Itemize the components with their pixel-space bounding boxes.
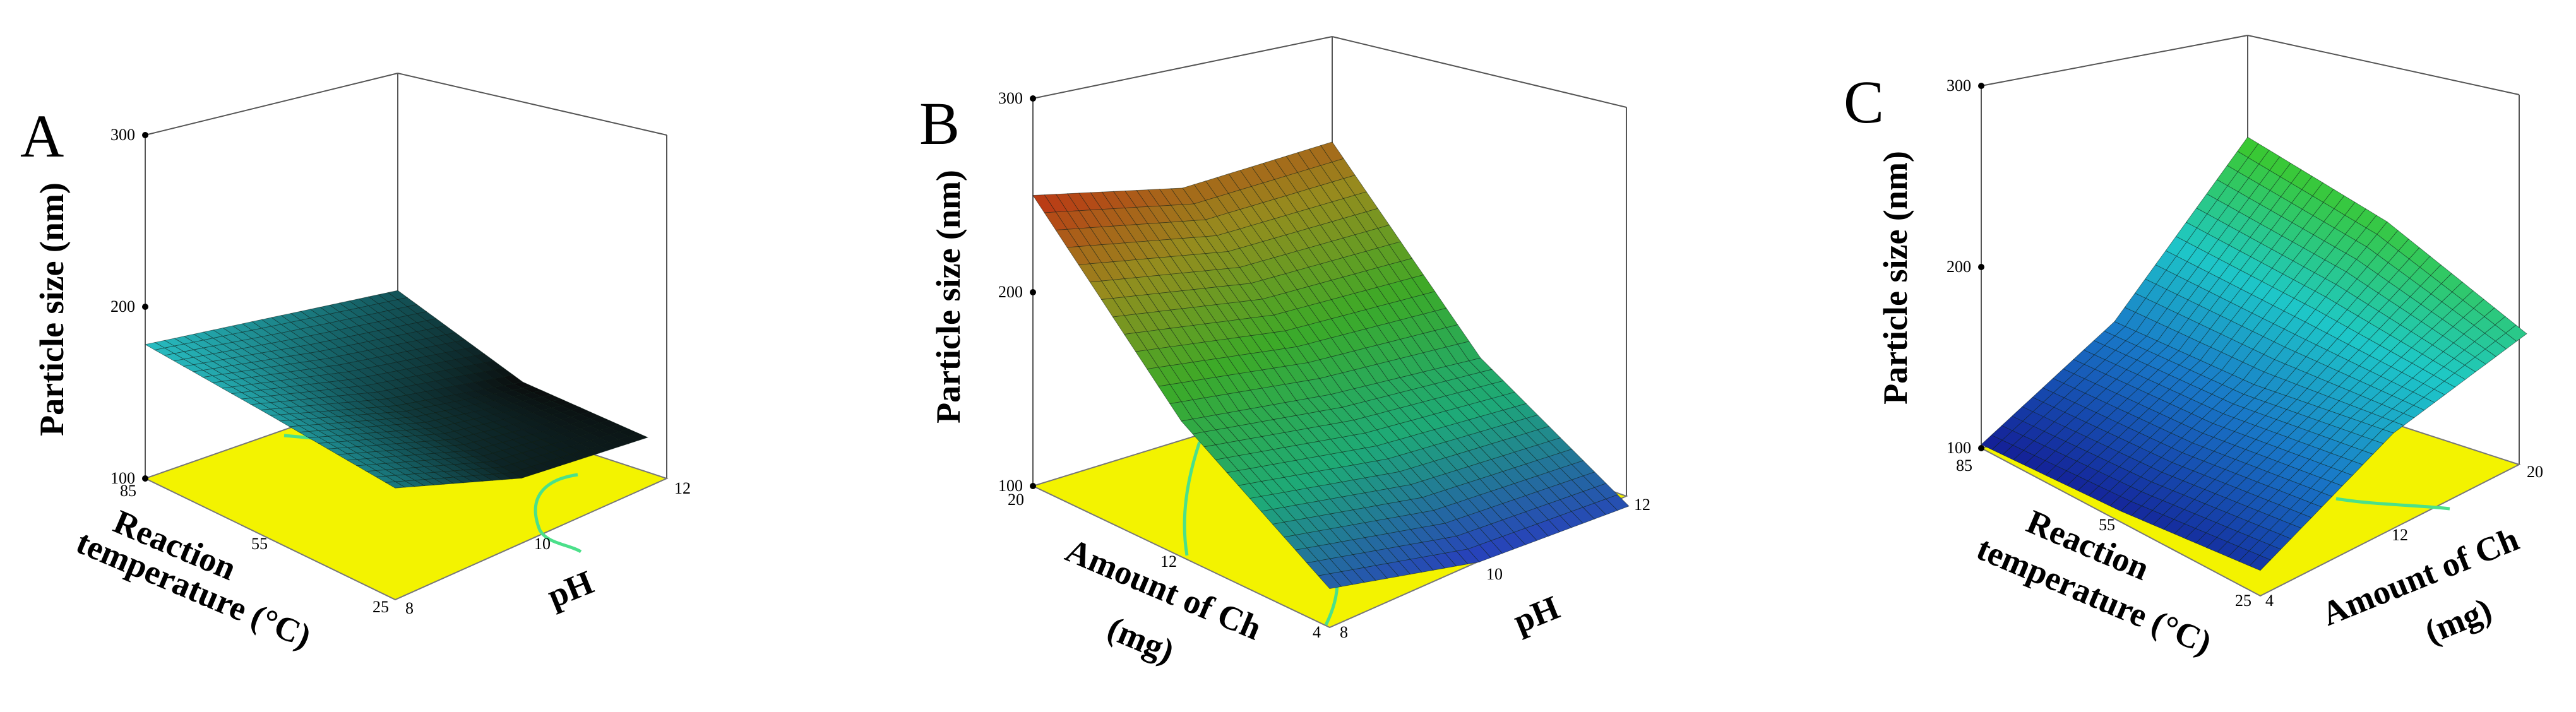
panel-b-z-tick: 300 bbox=[998, 89, 1023, 107]
panel-a-x-ticks: 85 55 25 bbox=[120, 482, 389, 616]
panel-b-z-tick: 200 bbox=[998, 283, 1023, 301]
panel-c: C 300 200 100 85 55 25 Reaction temperat… bbox=[1844, 35, 2543, 662]
panel-c-z-tick-mark bbox=[1978, 83, 1984, 89]
panel-b-z-tick-mark bbox=[1030, 95, 1036, 102]
panel-a-z-tick: 100 bbox=[110, 469, 135, 487]
panel-b-z-tick-mark bbox=[1030, 483, 1036, 489]
panel-b-x-tick: 12 bbox=[1160, 552, 1177, 571]
panel-c-y-tick: 12 bbox=[2392, 526, 2408, 544]
panel-c-letter: C bbox=[1844, 68, 1884, 136]
panel-a-x-tick: 25 bbox=[373, 598, 389, 616]
panel-a-top-edge-right bbox=[397, 73, 667, 136]
panel-b-x-tick: 4 bbox=[1313, 623, 1321, 641]
surface-cell bbox=[1318, 573, 1342, 590]
panel-a-y-tick: 12 bbox=[674, 479, 691, 497]
panel-b-letter: B bbox=[919, 90, 960, 157]
panel-c-y-tick: 4 bbox=[2265, 591, 2274, 610]
panel-a-contour-2 bbox=[534, 473, 582, 554]
panel-a-letter: A bbox=[20, 102, 64, 170]
panel-a: A 300 200 100 85 55 25 Reaction temperat… bbox=[20, 73, 691, 656]
panel-c-z-tick: 200 bbox=[1947, 258, 1971, 276]
panel-b-x-label: (mg) bbox=[1102, 609, 1180, 670]
panel-c-z-tick-mark bbox=[1978, 264, 1984, 270]
panel-b-top-edge-left bbox=[1032, 36, 1333, 99]
panel-a-z-tick: 200 bbox=[110, 297, 135, 316]
panel-a-y-label: pH bbox=[542, 563, 599, 615]
panel-c-z-tick-mark bbox=[1978, 445, 1984, 451]
panel-c-z-ticks: 300 200 100 bbox=[1947, 76, 1971, 457]
panel-c-contour-1 bbox=[2335, 497, 2450, 511]
panel-b-y-ticks: 8 10 12 bbox=[1340, 495, 1650, 641]
panel-a-x-tick: 85 bbox=[120, 482, 136, 500]
panel-a-y-tick: 8 bbox=[405, 599, 414, 617]
panel-c-z-tick: 300 bbox=[1947, 76, 1971, 95]
panel-a-z-tick-mark bbox=[142, 475, 148, 482]
panel-c-top-edge-right bbox=[2247, 35, 2520, 95]
panel-a-y-tick: 10 bbox=[534, 535, 551, 553]
panel-b-y-tick: 12 bbox=[1634, 495, 1650, 514]
panel-b-x-tick: 20 bbox=[1008, 490, 1024, 509]
panel-b-z-ticks: 300 200 100 bbox=[998, 89, 1023, 495]
panel-c-y-label: (mg) bbox=[2419, 590, 2497, 651]
panel-a-z-ticks: 300 200 100 bbox=[110, 126, 135, 487]
panel-a-y-ticks: 8 10 12 bbox=[405, 479, 691, 617]
panel-a-z-label: Particle size (nm) bbox=[33, 182, 71, 436]
panel-b-z-label: Particle size (nm) bbox=[929, 170, 967, 424]
panel-b-z-tick: 100 bbox=[998, 477, 1023, 495]
panel-a-z-tick: 300 bbox=[110, 126, 135, 144]
panel-c-x-tick: 85 bbox=[1956, 456, 1972, 475]
panel-b-z-tick-mark bbox=[1030, 289, 1036, 295]
panel-b-contour-1 bbox=[1183, 441, 1202, 556]
panel-c-x-tick: 25 bbox=[2235, 591, 2251, 610]
panel-a-top-edge-left bbox=[145, 73, 398, 136]
panel-c-surface bbox=[1981, 136, 2527, 571]
panel-a-x-tick: 55 bbox=[251, 535, 268, 553]
panel-a-z-tick-mark bbox=[142, 132, 148, 138]
panel-b-top-edge-right bbox=[1332, 36, 1627, 108]
panel-b-y-tick: 10 bbox=[1486, 565, 1503, 583]
panel-b: B 300 200 100 20 12 4 Amount of Ch (mg) … bbox=[919, 36, 1650, 670]
panel-a-z-tick-mark bbox=[142, 304, 148, 310]
panel-c-top-edge-left bbox=[1981, 35, 2248, 86]
panel-b-y-label: pH bbox=[1508, 588, 1565, 641]
panel-b-x-ticks: 20 12 4 bbox=[1008, 490, 1321, 641]
panel-a-surface bbox=[144, 290, 649, 489]
panel-b-y-tick: 8 bbox=[1340, 623, 1348, 641]
panel-c-z-tick: 100 bbox=[1947, 439, 1971, 457]
panel-c-z-label: Particle size (nm) bbox=[1876, 151, 1914, 405]
surface-cell bbox=[385, 481, 406, 489]
panel-c-y-tick: 20 bbox=[2527, 463, 2543, 481]
panel-b-surface bbox=[1032, 141, 1630, 590]
